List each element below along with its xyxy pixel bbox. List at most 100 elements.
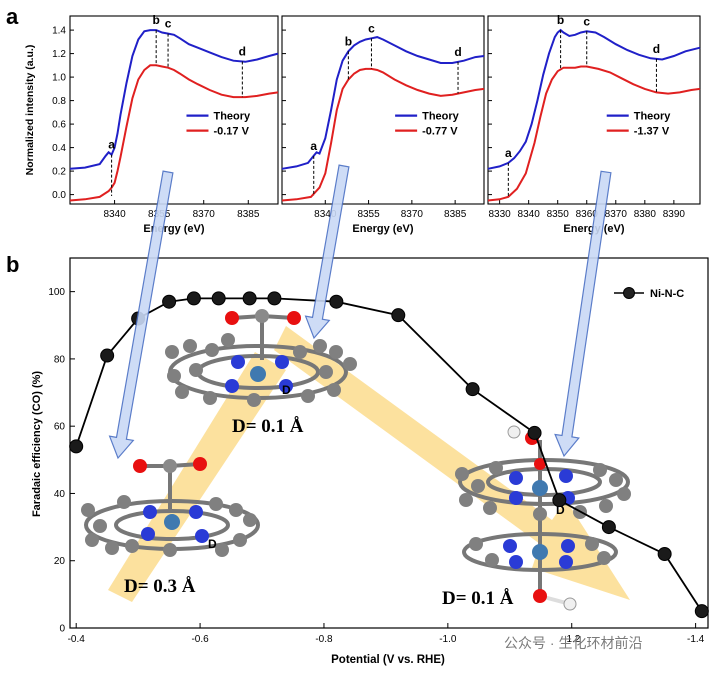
series-line-theory — [69, 29, 279, 170]
series-line-theory — [281, 36, 485, 170]
annotation-label-a: a — [505, 146, 512, 160]
fe-y-tick-label: 0 — [59, 624, 65, 635]
distance-label-left: D= 0.3 Å — [124, 576, 196, 597]
fe-y-tick-label: 20 — [54, 556, 66, 567]
y-tick-label: 0.2 — [52, 167, 66, 178]
y-tick-label: 0.6 — [52, 120, 66, 131]
y-tick-label: 0.0 — [52, 190, 66, 201]
fe-data-point — [694, 604, 709, 619]
blue-arrow-1 — [108, 170, 174, 460]
fe-data-point — [657, 547, 672, 561]
fe-data-point — [552, 493, 567, 508]
x-tick-label: 8355 — [357, 209, 380, 220]
fe-x-tick-label: -0.4 — [68, 634, 86, 645]
x-tick-label: 8360 — [576, 209, 599, 220]
series-line-experiment — [487, 65, 701, 202]
svg-text:D: D — [282, 383, 291, 397]
fe-x-tick-label: -0.8 — [315, 634, 333, 645]
y-tick-label: 0.4 — [52, 143, 66, 154]
fe-data-point — [162, 294, 177, 309]
fe-x-tick-label: -0.6 — [191, 634, 209, 645]
fe-data-point — [329, 294, 344, 309]
fe-x-tick-label: -1.0 — [439, 634, 457, 645]
fe-data-point — [391, 308, 406, 323]
legend-label: -0.17 V — [213, 126, 249, 138]
fe-x-tick-label: -1.2 — [563, 634, 581, 645]
x-tick-label: 8340 — [314, 209, 337, 220]
xanes-frame — [69, 15, 279, 205]
x-tick-label: 8330 — [488, 209, 511, 220]
y-tick-label: 1.4 — [52, 26, 66, 37]
legend-label: -1.37 V — [634, 126, 670, 138]
blue-arrow-3 — [554, 170, 612, 458]
svg-text:D: D — [556, 503, 565, 517]
annotation-label-c: c — [165, 17, 172, 31]
fe-y-tick-label: 60 — [54, 422, 66, 433]
fe-data-point — [69, 439, 84, 454]
fe-data-point — [465, 382, 480, 397]
fe-x-tick-label: -1.4 — [687, 634, 705, 645]
panel-label-b: b — [6, 252, 19, 277]
watermark: 公众号 · 生化环材前沿 — [504, 635, 642, 651]
x-axis-label: Energy (eV) — [352, 223, 413, 235]
faradaic-efficiency-chart: D D — [31, 257, 709, 666]
annotation-label-d: d — [454, 45, 461, 59]
distance-label-right: D= 0.1 Å — [442, 588, 514, 609]
annotation-label-b: b — [345, 34, 352, 48]
distance-label-top: D= 0.1 Å — [232, 416, 304, 437]
fe-data-point — [601, 520, 616, 535]
annotation-label-d: d — [239, 45, 246, 59]
legend-label: -0.77 V — [422, 126, 458, 138]
fe-legend-label: Ni-N-C — [650, 288, 684, 300]
annotation-label-d: d — [653, 42, 660, 56]
x-tick-label: 8340 — [518, 209, 541, 220]
xanes-subplot-1: 83408355837083850.00.20.40.60.81.01.21.4… — [52, 13, 279, 235]
annotation-label-c: c — [368, 21, 375, 35]
x-tick-label: 8370 — [193, 209, 216, 220]
xanes-frame — [487, 15, 701, 205]
x-tick-label: 8350 — [547, 209, 570, 220]
fe-legend: Ni-N-C — [614, 287, 684, 300]
y-tick-label: 1.0 — [52, 73, 66, 84]
fe-y-tick-label: 100 — [48, 287, 65, 298]
legend-label: Theory — [422, 111, 460, 123]
xanes-subplot-3: 8330 8340 8350 8360 8370 8380 8390 a b c d Theory -1… — [487, 13, 701, 235]
fe-y-axis-label: Faradaic efficiency (CO) (%) — [31, 371, 43, 517]
molecule-co-adsorbed-left: D — [81, 457, 260, 557]
y-tick-label: 0.8 — [52, 96, 66, 107]
annotation-label-b: b — [152, 13, 159, 27]
legend-label: Theory — [634, 111, 672, 123]
fe-data-point — [211, 291, 226, 306]
x-tick-label: 8390 — [663, 209, 686, 220]
x-tick-label: 8385 — [237, 209, 260, 220]
x-tick-label: 8340 — [103, 209, 126, 220]
blue-arrow-2 — [304, 164, 350, 340]
annotation-label-b: b — [557, 13, 564, 27]
fe-series-line — [75, 297, 703, 612]
series-line-theory — [487, 28, 701, 170]
x-tick-label: 8370 — [605, 209, 628, 220]
fe-data-point — [100, 348, 115, 363]
xanes-subplot-2: 8340 8355 8370 8385 a b c d Theory -0.77 V Energy … — [281, 15, 485, 235]
x-tick-label: 8385 — [444, 209, 467, 220]
xanes-y-axis-label: Normalized intensity (a.u.) — [24, 45, 36, 176]
fe-plot-frame — [69, 257, 709, 629]
xanes-frame — [281, 15, 485, 205]
fe-y-tick-label: 40 — [54, 489, 66, 500]
fe-data-point — [267, 291, 282, 306]
x-tick-label: 8380 — [634, 209, 657, 220]
annotation-label-a: a — [310, 139, 317, 153]
x-tick-label: 8370 — [401, 209, 424, 220]
fe-data-point — [186, 291, 201, 306]
svg-text:D: D — [208, 537, 217, 551]
fe-y-tick-label: 80 — [54, 354, 66, 365]
fe-x-axis-label: Potential (V vs. RHE) — [331, 654, 445, 666]
panel-label-a: a — [6, 4, 19, 29]
annotation-label-c: c — [583, 14, 590, 28]
molecule-co-adsorbed-top: D — [165, 309, 357, 407]
annotation-label-a: a — [108, 138, 115, 152]
fe-data-point — [527, 425, 542, 440]
fe-data-point — [242, 291, 257, 306]
molecule-bilayer-right: D — [455, 425, 631, 611]
